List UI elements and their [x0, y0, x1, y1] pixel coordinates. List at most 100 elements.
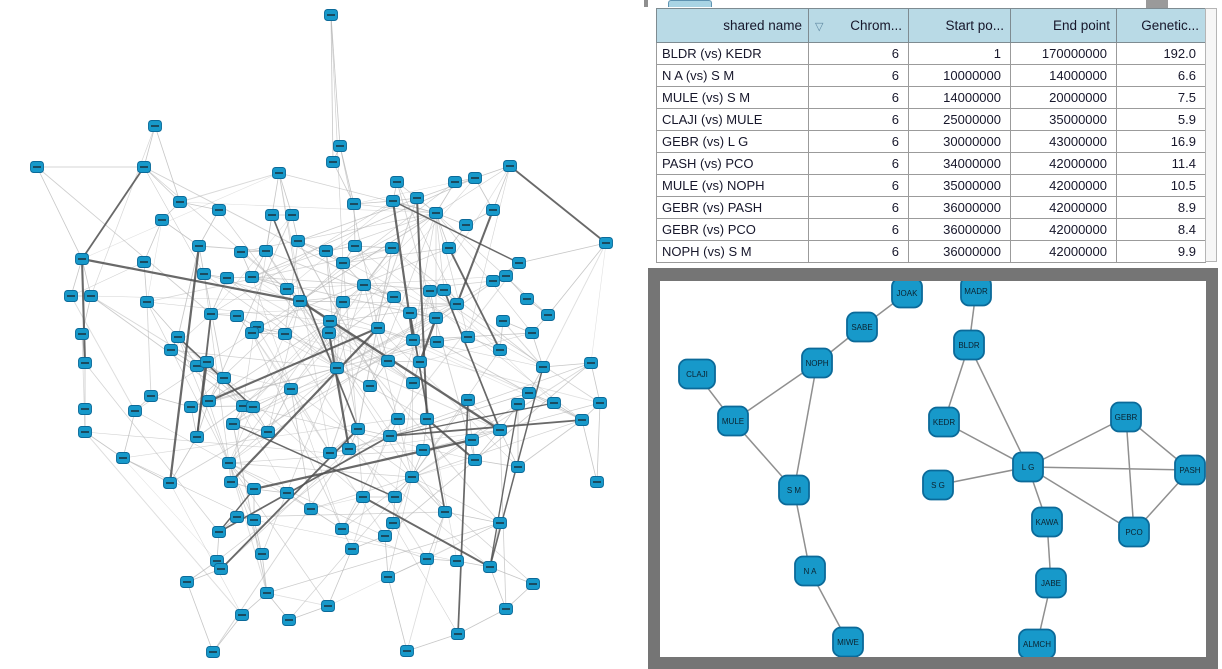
- node-shape[interactable]: [794, 555, 826, 587]
- network-node[interactable]: [272, 167, 286, 179]
- network-node[interactable]: [260, 587, 274, 599]
- network-node[interactable]: [499, 270, 513, 282]
- cell-value[interactable]: 6: [808, 240, 909, 263]
- node-shape[interactable]: [891, 281, 923, 309]
- network-node[interactable]: [202, 395, 216, 407]
- panel-tab[interactable]: [668, 0, 712, 7]
- network-node[interactable]: [503, 160, 517, 172]
- network-node[interactable]: [575, 414, 589, 426]
- network-node[interactable]: [511, 398, 525, 410]
- cell-value[interactable]: 42000000: [1010, 240, 1117, 263]
- network-node[interactable]: [413, 356, 427, 368]
- cell-shared-name[interactable]: GEBR (vs) PASH: [656, 196, 809, 219]
- table-row[interactable]: GEBR (vs) L G 6 30000000 43000000 16.9: [656, 130, 1206, 153]
- cell-value[interactable]: 34000000: [908, 152, 1011, 175]
- network-node[interactable]: [140, 296, 154, 308]
- network-node-noph[interactable]: NOPH: [801, 347, 833, 379]
- network-node[interactable]: [212, 204, 226, 216]
- table-row[interactable]: GEBR (vs) PCO 6 36000000 42000000 8.4: [656, 218, 1206, 241]
- network-node[interactable]: [357, 279, 371, 291]
- network-node[interactable]: [486, 275, 500, 287]
- network-node[interactable]: [30, 161, 44, 173]
- network-node-l-g[interactable]: L G: [1012, 451, 1044, 483]
- cell-value[interactable]: 6: [808, 64, 909, 87]
- network-node[interactable]: [386, 195, 400, 207]
- network-node[interactable]: [536, 361, 550, 373]
- cell-value[interactable]: 14000000: [908, 86, 1011, 109]
- network-node[interactable]: [525, 327, 539, 339]
- network-node[interactable]: [465, 434, 479, 446]
- table-row[interactable]: MULE (vs) NOPH 6 35000000 42000000 10.5: [656, 174, 1206, 197]
- network-node[interactable]: [144, 390, 158, 402]
- cell-value[interactable]: 30000000: [908, 130, 1011, 153]
- network-node-bldr[interactable]: BLDR: [953, 329, 985, 361]
- cell-value[interactable]: 10000000: [908, 64, 1011, 87]
- network-node[interactable]: [234, 246, 248, 258]
- network-node[interactable]: [541, 309, 555, 321]
- cell-shared-name[interactable]: MULE (vs) NOPH: [656, 174, 809, 197]
- network-node[interactable]: [450, 555, 464, 567]
- network-node[interactable]: [84, 290, 98, 302]
- network-node[interactable]: [547, 397, 561, 409]
- network-node[interactable]: [400, 645, 414, 657]
- network-node[interactable]: [356, 491, 370, 503]
- cell-value[interactable]: 6: [808, 86, 909, 109]
- network-node[interactable]: [520, 293, 534, 305]
- network-node[interactable]: [410, 192, 424, 204]
- network-node[interactable]: [363, 380, 377, 392]
- cell-value[interactable]: 6: [808, 196, 909, 219]
- cell-value[interactable]: 1: [908, 42, 1011, 65]
- small-network-canvas[interactable]: JOAK MADR SABE BLDR NOPH CLAJI MULE KEDR GEBR L G…: [660, 281, 1206, 657]
- network-node-almch[interactable]: ALMCH: [1018, 628, 1056, 658]
- network-node-joak[interactable]: JOAK: [891, 281, 923, 309]
- network-node-sabe[interactable]: SABE: [846, 311, 878, 343]
- cell-value[interactable]: 35000000: [908, 174, 1011, 197]
- network-node[interactable]: [416, 444, 430, 456]
- network-node[interactable]: [493, 517, 507, 529]
- node-shape[interactable]: [1174, 454, 1206, 486]
- network-view-overview[interactable]: JOAK MADR SABE BLDR NOPH CLAJI MULE KEDR GEBR L G…: [660, 281, 1206, 657]
- network-node[interactable]: [323, 447, 337, 459]
- network-node-s-g[interactable]: S G: [922, 469, 954, 501]
- network-node[interactable]: [75, 328, 89, 340]
- network-node[interactable]: [405, 471, 419, 483]
- network-node[interactable]: [222, 457, 236, 469]
- network-node[interactable]: [293, 295, 307, 307]
- network-node[interactable]: [420, 553, 434, 565]
- cell-value[interactable]: 42000000: [1010, 174, 1117, 197]
- network-node[interactable]: [78, 426, 92, 438]
- network-node[interactable]: [442, 242, 456, 254]
- cell-value[interactable]: 36000000: [908, 218, 1011, 241]
- network-node[interactable]: [282, 614, 296, 626]
- table-scrollbar[interactable]: [1205, 8, 1217, 262]
- column-header-chrom---[interactable]: ▽ Chrom...: [808, 8, 909, 43]
- network-view-main[interactable]: [0, 0, 648, 669]
- node-shape[interactable]: [717, 405, 749, 437]
- network-node[interactable]: [197, 268, 211, 280]
- network-node[interactable]: [200, 356, 214, 368]
- network-node[interactable]: [180, 576, 194, 588]
- network-node[interactable]: [430, 336, 444, 348]
- cell-shared-name[interactable]: NOPH (vs) S M: [656, 240, 809, 263]
- cell-value[interactable]: 42000000: [1010, 218, 1117, 241]
- network-node-jabe[interactable]: JABE: [1035, 567, 1067, 599]
- cell-value[interactable]: 20000000: [1010, 86, 1117, 109]
- network-node[interactable]: [347, 198, 361, 210]
- network-node[interactable]: [285, 209, 299, 221]
- network-node[interactable]: [247, 483, 261, 495]
- network-node[interactable]: [245, 327, 259, 339]
- network-node[interactable]: [206, 646, 220, 658]
- cell-value[interactable]: 14000000: [1010, 64, 1117, 87]
- node-shape[interactable]: [778, 474, 810, 506]
- network-edge[interactable]: [968, 344, 1029, 468]
- network-node[interactable]: [304, 503, 318, 515]
- network-node[interactable]: [226, 418, 240, 430]
- cell-value[interactable]: 42000000: [1010, 196, 1117, 219]
- network-node[interactable]: [388, 491, 402, 503]
- cell-value[interactable]: 25000000: [908, 108, 1011, 131]
- cell-value[interactable]: 8.4: [1116, 218, 1206, 241]
- network-node[interactable]: [371, 322, 385, 334]
- cell-shared-name[interactable]: PASH (vs) PCO: [656, 152, 809, 175]
- network-node-claji[interactable]: CLAJI: [678, 358, 716, 390]
- network-node[interactable]: [429, 207, 443, 219]
